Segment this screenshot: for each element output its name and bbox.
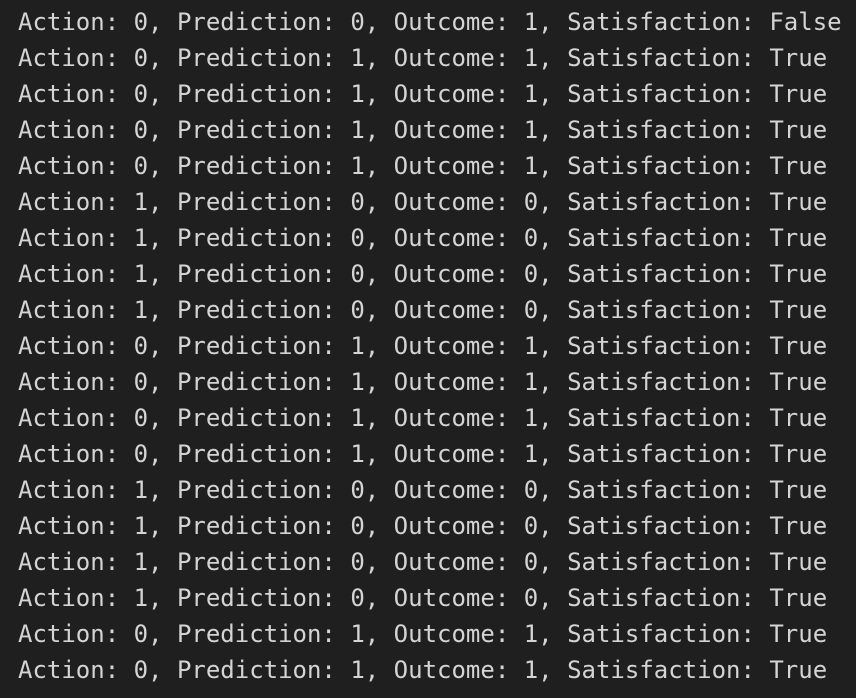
output-line: Action: 0, Prediction: 1, Outcome: 1, Sa…	[18, 112, 856, 148]
output-line: Action: 1, Prediction: 0, Outcome: 0, Sa…	[18, 508, 856, 544]
output-line: Action: 0, Prediction: 1, Outcome: 1, Sa…	[18, 436, 856, 472]
output-line: Action: 0, Prediction: 1, Outcome: 1, Sa…	[18, 364, 856, 400]
output-line: Action: 1, Prediction: 0, Outcome: 0, Sa…	[18, 184, 856, 220]
output-line: Action: 1, Prediction: 0, Outcome: 0, Sa…	[18, 580, 856, 616]
output-line: Action: 0, Prediction: 1, Outcome: 1, Sa…	[18, 328, 856, 364]
output-line: Action: 0, Prediction: 0, Outcome: 1, Sa…	[18, 4, 856, 40]
output-line: Action: 0, Prediction: 1, Outcome: 1, Sa…	[18, 400, 856, 436]
output-line: Action: 0, Prediction: 1, Outcome: 1, Sa…	[18, 76, 856, 112]
output-line: Action: 1, Prediction: 0, Outcome: 0, Sa…	[18, 544, 856, 580]
output-line: Action: 1, Prediction: 0, Outcome: 0, Sa…	[18, 292, 856, 328]
output-line: Action: 1, Prediction: 0, Outcome: 0, Sa…	[18, 220, 856, 256]
output-line: Action: 1, Prediction: 0, Outcome: 0, Sa…	[18, 256, 856, 292]
output-line: Action: 0, Prediction: 1, Outcome: 1, Sa…	[18, 40, 856, 76]
output-line: Action: 0, Prediction: 1, Outcome: 1, Sa…	[18, 148, 856, 184]
output-line: Action: 0, Prediction: 1, Outcome: 1, Sa…	[18, 652, 856, 688]
output-line: Action: 0, Prediction: 1, Outcome: 1, Sa…	[18, 616, 856, 652]
output-line: Action: 1, Prediction: 0, Outcome: 0, Sa…	[18, 472, 856, 508]
